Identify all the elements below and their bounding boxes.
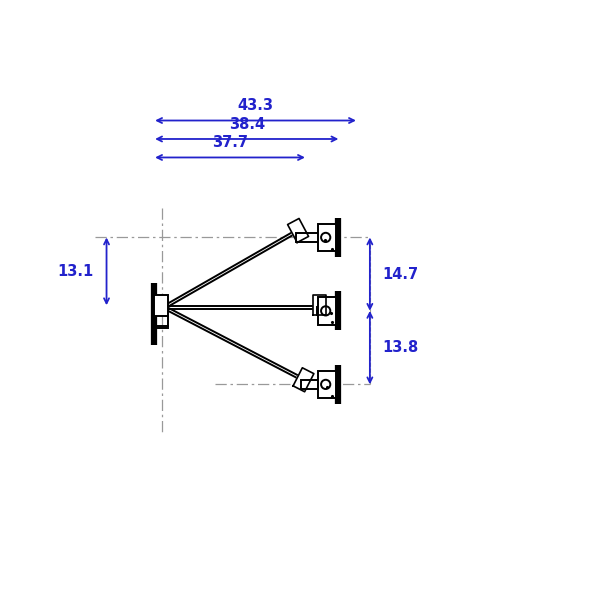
Bar xyxy=(317,307,335,315)
Bar xyxy=(318,371,336,398)
Polygon shape xyxy=(287,218,308,242)
Bar xyxy=(296,233,335,242)
Polygon shape xyxy=(313,295,326,316)
Polygon shape xyxy=(293,368,314,392)
Bar xyxy=(301,380,335,389)
Text: 37.7: 37.7 xyxy=(212,135,248,150)
Bar xyxy=(154,295,167,316)
Text: 13.1: 13.1 xyxy=(58,264,94,279)
Bar xyxy=(318,297,336,325)
Bar xyxy=(318,224,336,251)
Text: 43.3: 43.3 xyxy=(238,98,274,113)
Text: 14.7: 14.7 xyxy=(383,266,419,281)
Text: 13.8: 13.8 xyxy=(383,340,419,355)
Text: 38.4: 38.4 xyxy=(229,116,265,131)
